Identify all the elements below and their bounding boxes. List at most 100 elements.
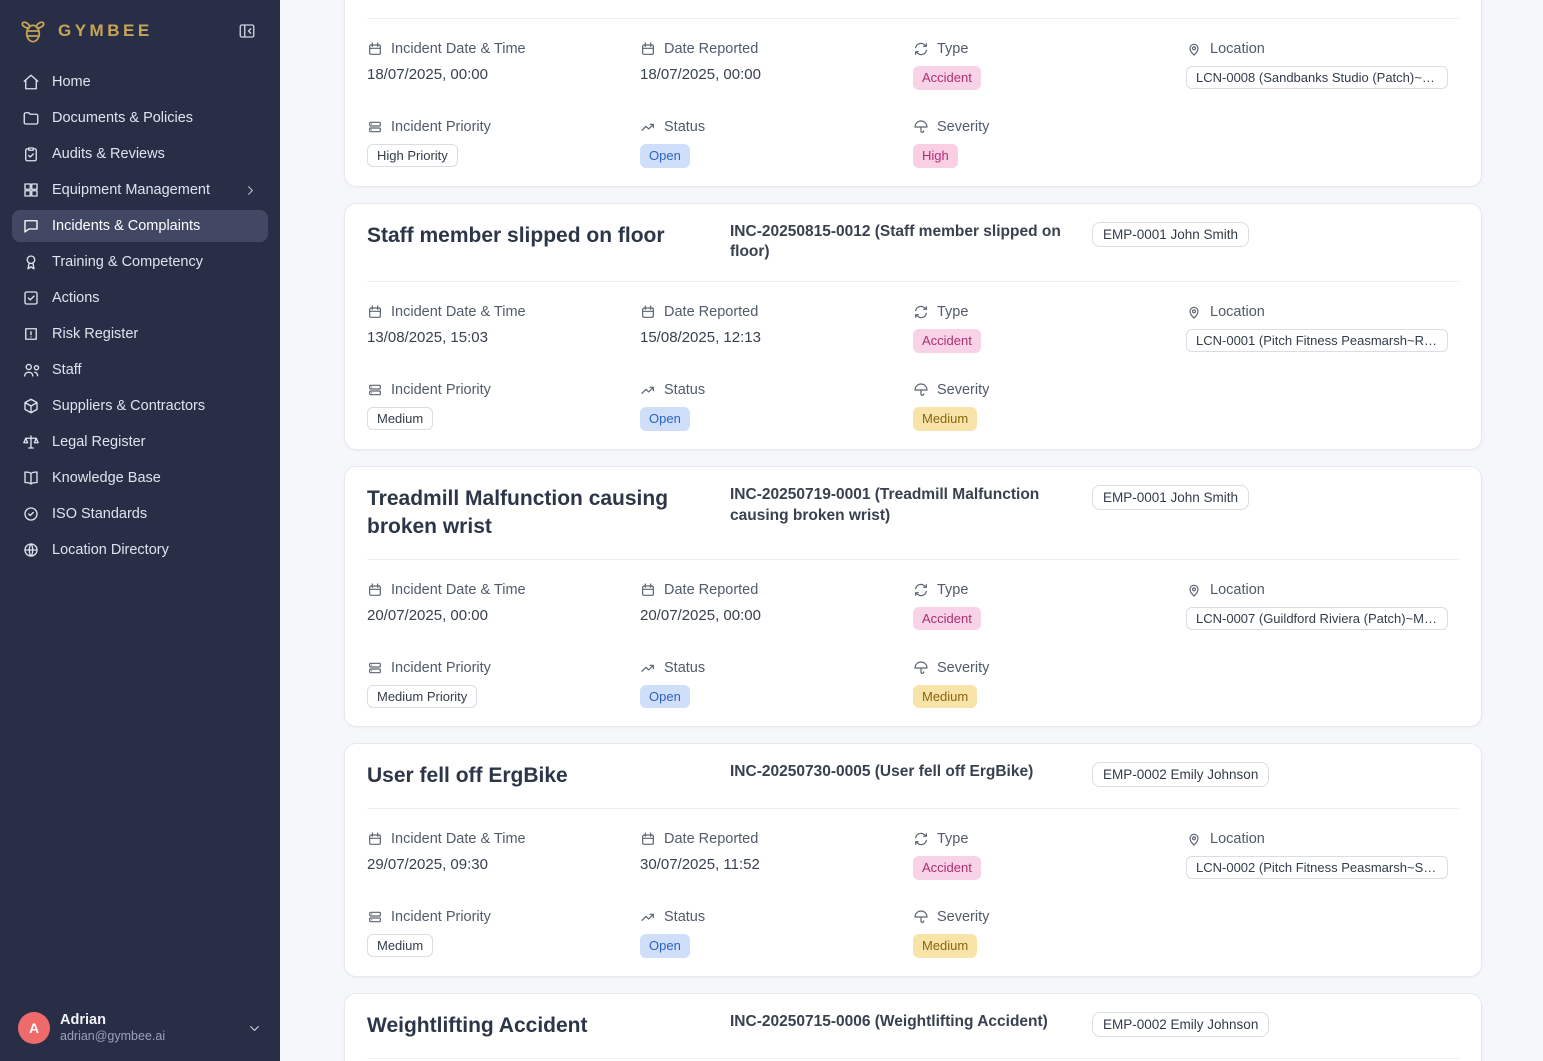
sidebar-item-label: ISO Standards [52,506,148,522]
status-badge: Open [640,684,690,709]
badge-check-icon [22,505,40,523]
incident-date-value: 13/08/2025, 15:03 [367,329,488,347]
reporter-chip[interactable]: EMP-0002 Emily Johnson [1092,762,1270,788]
field-priority: Incident Priority Medium [367,909,640,958]
trending-up-icon [640,660,656,676]
sidebar-item-staff[interactable]: Staff [12,354,268,386]
location-chip[interactable]: LCN-0007 (Guildford Riviera (Patch)~Main… [1186,606,1448,630]
field-severity: Severity Medium [913,909,1186,958]
sidebar-item-actions[interactable]: Actions [12,282,268,314]
calendar-icon [367,304,383,320]
folder-icon [22,109,40,127]
sidebar-item-training-competency[interactable]: Training & Competency [12,246,268,278]
sidebar-item-iso-standards[interactable]: ISO Standards [12,498,268,530]
user-name: Adrian [60,1012,106,1029]
field-label: Incident Priority [391,909,491,926]
sidebar-item-label: Suppliers & Contractors [52,398,206,414]
sidebar-item-suppliers-contractors[interactable]: Suppliers & Contractors [12,390,268,422]
field-severity: Severity High [913,119,1186,168]
field-date-reported: Date Reported 20/07/2025, 00:00 [640,582,913,634]
sidebar-item-label: Training & Competency [52,254,203,270]
sidebar-item-label: Location Directory [52,542,169,558]
incidents-list-page: Incident Date & Time 18/07/2025, 00:00 D… [280,0,1543,1061]
severity-badge: Medium [913,934,978,958]
field-label: Severity [937,909,990,926]
sidebar-item-label: Incidents & Complaints [52,218,201,234]
incident-fields: Incident Date & Time 29/07/2025, 09:30 D… [367,809,1459,958]
field-label: Date Reported [664,304,759,321]
field-status: Status Open [640,909,913,958]
field-status: Status Open [640,382,913,431]
user-email: adrian@gymbee.ai [60,1029,166,1044]
priority-chip: High Priority [367,144,458,167]
calendar-icon [640,41,656,57]
severity-icon [913,909,929,925]
incident-card[interactable]: User fell off ErgBike INC-20250730-0005 … [344,743,1482,977]
field-label: Incident Priority [391,659,491,676]
sidebar-item-knowledge-base[interactable]: Knowledge Base [12,462,268,494]
sidebar-item-legal-register[interactable]: Legal Register [12,426,268,458]
incident-card[interactable]: Staff member slipped on floor INC-202508… [344,202,1482,450]
bee-logo-icon [18,16,48,46]
sidebar-item-incidents-complaints[interactable]: Incidents & Complaints [12,210,268,242]
type-icon [913,41,929,57]
reporter-chip[interactable]: EMP-0001 John Smith [1092,221,1250,247]
severity-icon [913,382,929,398]
priority-icon [367,660,383,676]
type-badge: Accident [913,66,981,90]
panel-collapse-icon [238,22,256,40]
field-label: Type [937,304,969,321]
user-meta: Adrian adrian@gymbee.ai [60,1011,165,1045]
user-menu[interactable]: A Adrian adrian@gymbee.ai [0,997,280,1061]
field-label: Severity [937,382,990,399]
incident-card-header: Treadmill Malfunction causing broken wri… [367,484,1459,560]
incident-code: INC-20250815-0012 (Staff member slipped … [730,222,1061,261]
incident-title: Staff member slipped on floor [367,223,665,247]
field-label: Incident Date & Time [391,304,526,321]
field-date-reported: Date Reported 18/07/2025, 00:00 [640,41,913,93]
date-reported-value: 20/07/2025, 00:00 [640,606,761,624]
incident-title: Treadmill Malfunction causing broken wri… [367,486,669,538]
sidebar-collapse-button[interactable] [234,18,260,44]
type-icon [913,582,929,598]
incident-fields: Incident Date & Time 18/07/2025, 00:00 D… [367,19,1459,168]
check-square-icon [22,289,40,307]
field-label: Incident Priority [391,119,491,135]
sidebar-nav: Home Documents & Policies Audits & Revie… [0,58,280,997]
sidebar-item-location-directory[interactable]: Location Directory [12,534,268,566]
field-date-reported: Date Reported 30/07/2025, 11:52 [640,831,913,883]
sidebar-item-label: Risk Register [52,326,139,342]
field-label: Incident Date & Time [391,41,526,57]
field-incident-date: Incident Date & Time 13/08/2025, 15:03 [367,304,640,356]
reporter-chip[interactable]: EMP-0002 Emily Johnson [1092,1011,1270,1037]
priority-chip: Medium [367,407,434,431]
field-label: Date Reported [664,581,759,598]
sidebar-item-risk-register[interactable]: Risk Register [12,318,268,350]
sidebar-item-home[interactable]: Home [12,66,268,98]
sidebar-item-label: Audits & Reviews [52,146,165,162]
sidebar-item-label: Staff [52,362,82,378]
field-incident-date: Incident Date & Time 20/07/2025, 00:00 [367,582,640,634]
reporter-chip[interactable]: EMP-0001 John Smith [1092,484,1250,510]
field-label: Severity [937,119,990,135]
field-label: Type [937,41,969,57]
location-chip[interactable]: LCN-0002 (Pitch Fitness Peasmarsh~Stud..… [1186,856,1448,880]
map-pin-icon [1186,304,1202,320]
location-chip[interactable]: LCN-0008 (Sandbanks Studio (Patch)~Yog..… [1186,66,1448,89]
incident-card[interactable]: Treadmill Malfunction causing broken wri… [344,465,1482,728]
incident-card[interactable]: Weightlifting Accident INC-20250715-0006… [344,992,1482,1061]
map-pin-icon [1186,831,1202,847]
incident-card-header: User fell off ErgBike INC-20250730-0005 … [367,762,1459,810]
type-badge: Accident [913,606,981,631]
sidebar-item-documents-policies[interactable]: Documents & Policies [12,102,268,134]
trending-up-icon [640,909,656,925]
sidebar-item-equipment-management[interactable]: Equipment Management [12,174,268,206]
sidebar-item-audits-reviews[interactable]: Audits & Reviews [12,138,268,170]
location-chip[interactable]: LCN-0001 (Pitch Fitness Peasmarsh~Rec... [1186,329,1448,353]
field-label: Status [664,382,706,399]
field-label: Status [664,119,706,135]
incident-code: INC-20250730-0005 (User fell off ErgBike… [730,763,1034,781]
severity-badge: Medium [913,407,978,431]
incident-card-header: Weightlifting Accident INC-20250715-0006… [367,1011,1459,1059]
incident-card[interactable]: Incident Date & Time 18/07/2025, 00:00 D… [344,0,1482,187]
